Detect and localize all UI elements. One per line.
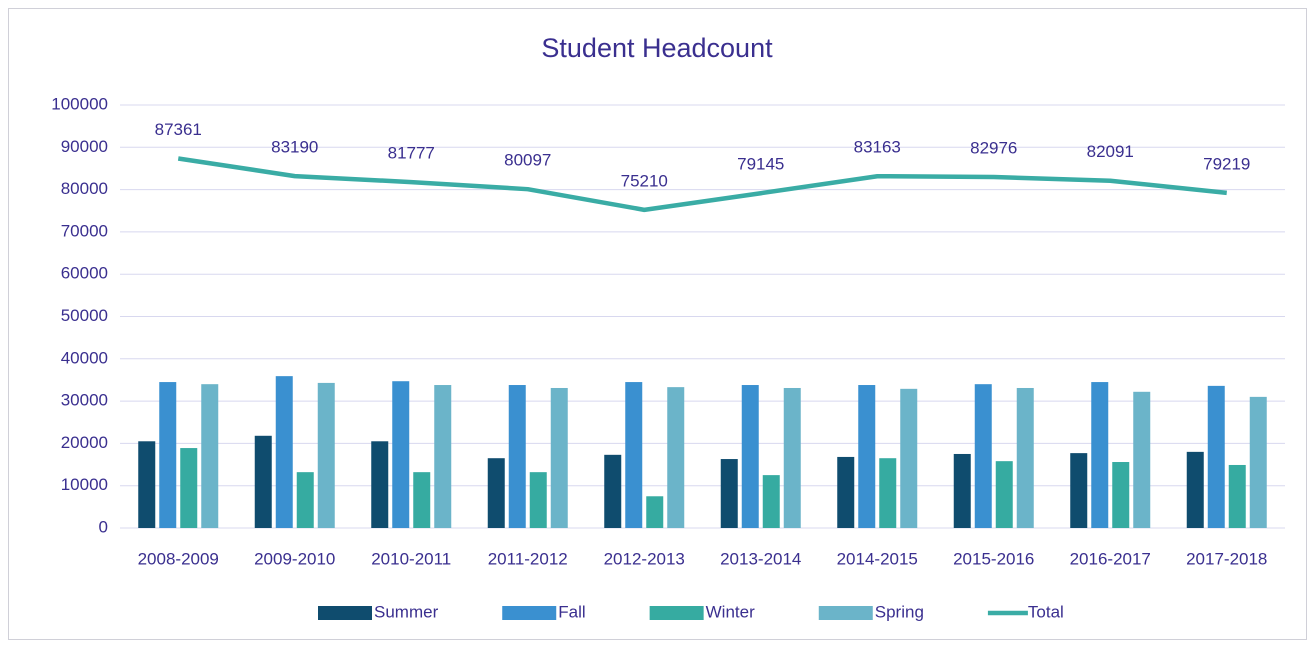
bar: [900, 388, 918, 528]
bar: [953, 453, 971, 528]
bar: [646, 496, 664, 528]
bar: [1228, 464, 1246, 528]
bar: [434, 385, 452, 528]
bar: [159, 382, 177, 528]
bar: [1207, 385, 1225, 528]
data-label: 75210: [621, 171, 668, 190]
bar: [392, 381, 410, 528]
legend-label: Fall: [558, 602, 585, 621]
y-tick-label: 80000: [61, 179, 108, 198]
bar: [762, 475, 780, 528]
legend-label: Total: [1028, 602, 1064, 621]
x-tick-label: 2016-2017: [1070, 549, 1151, 568]
bar: [1186, 451, 1204, 528]
legend-swatch: [318, 606, 372, 620]
data-label: 83163: [854, 138, 901, 157]
bar: [508, 385, 526, 528]
x-tick-label: 2015-2016: [953, 549, 1034, 568]
y-tick-label: 0: [99, 517, 108, 536]
bar: [604, 454, 622, 528]
bar: [275, 376, 293, 528]
bar: [741, 385, 759, 528]
data-label: 82091: [1087, 142, 1134, 161]
chart-border: [8, 8, 1307, 640]
bar: [413, 472, 431, 528]
y-tick-label: 70000: [61, 221, 108, 240]
legend-label: Spring: [875, 602, 924, 621]
data-label: 80097: [504, 151, 551, 170]
legend-label: Summer: [374, 602, 439, 621]
bar: [529, 472, 547, 528]
legend-label: Winter: [706, 602, 755, 621]
bar: [138, 441, 156, 528]
bar: [995, 461, 1013, 528]
x-tick-label: 2010-2011: [371, 549, 451, 568]
y-tick-label: 100000: [51, 94, 108, 113]
y-tick-label: 30000: [61, 391, 108, 410]
bar: [879, 458, 897, 528]
y-tick-label: 10000: [61, 475, 108, 494]
bar: [720, 459, 738, 528]
line: [177, 156, 1227, 213]
x-tick-label: 2009-2010: [254, 549, 335, 568]
data-label: 79219: [1203, 154, 1250, 173]
bar: [1133, 391, 1151, 528]
data-label: 79145: [737, 155, 784, 174]
bar: [667, 387, 685, 528]
chart-title: Student Headcount: [541, 33, 773, 63]
bar: [974, 384, 992, 528]
x-tick-label: 2011-2012: [488, 549, 568, 568]
x-tick-label: 2014-2015: [837, 549, 918, 568]
x-tick-label: 2017-2018: [1186, 549, 1267, 568]
bar: [1016, 387, 1034, 528]
legend-swatch: [502, 606, 557, 620]
bar: [1112, 462, 1130, 528]
bar: [625, 382, 643, 528]
bar: [317, 382, 335, 528]
bar: [487, 458, 505, 528]
y-tick-label: 90000: [61, 137, 108, 156]
data-label: 82976: [970, 138, 1017, 157]
data-label: 83190: [271, 138, 318, 157]
x-tick-label: 2012-2013: [604, 549, 685, 568]
bar: [1249, 396, 1267, 528]
y-tick-label: 50000: [61, 306, 108, 325]
bar: [296, 472, 314, 528]
bar: [783, 387, 801, 528]
x-tick-label: 2008-2009: [138, 549, 219, 568]
data-label: 81777: [388, 144, 435, 163]
bar: [180, 448, 198, 528]
bar: [858, 385, 876, 528]
bar: [837, 456, 855, 528]
legend-swatch: [649, 606, 704, 620]
bar: [550, 387, 568, 528]
data-label: 87361: [155, 120, 202, 139]
y-tick-label: 20000: [61, 433, 108, 452]
bar: [1091, 382, 1109, 528]
legend-swatch: [818, 606, 873, 620]
bar: [371, 441, 389, 528]
bar: [201, 384, 219, 528]
bar: [254, 435, 272, 528]
y-tick-label: 60000: [61, 264, 108, 283]
y-tick-label: 40000: [61, 348, 108, 367]
x-tick-label: 2013-2014: [720, 549, 801, 568]
bar: [1070, 453, 1088, 528]
